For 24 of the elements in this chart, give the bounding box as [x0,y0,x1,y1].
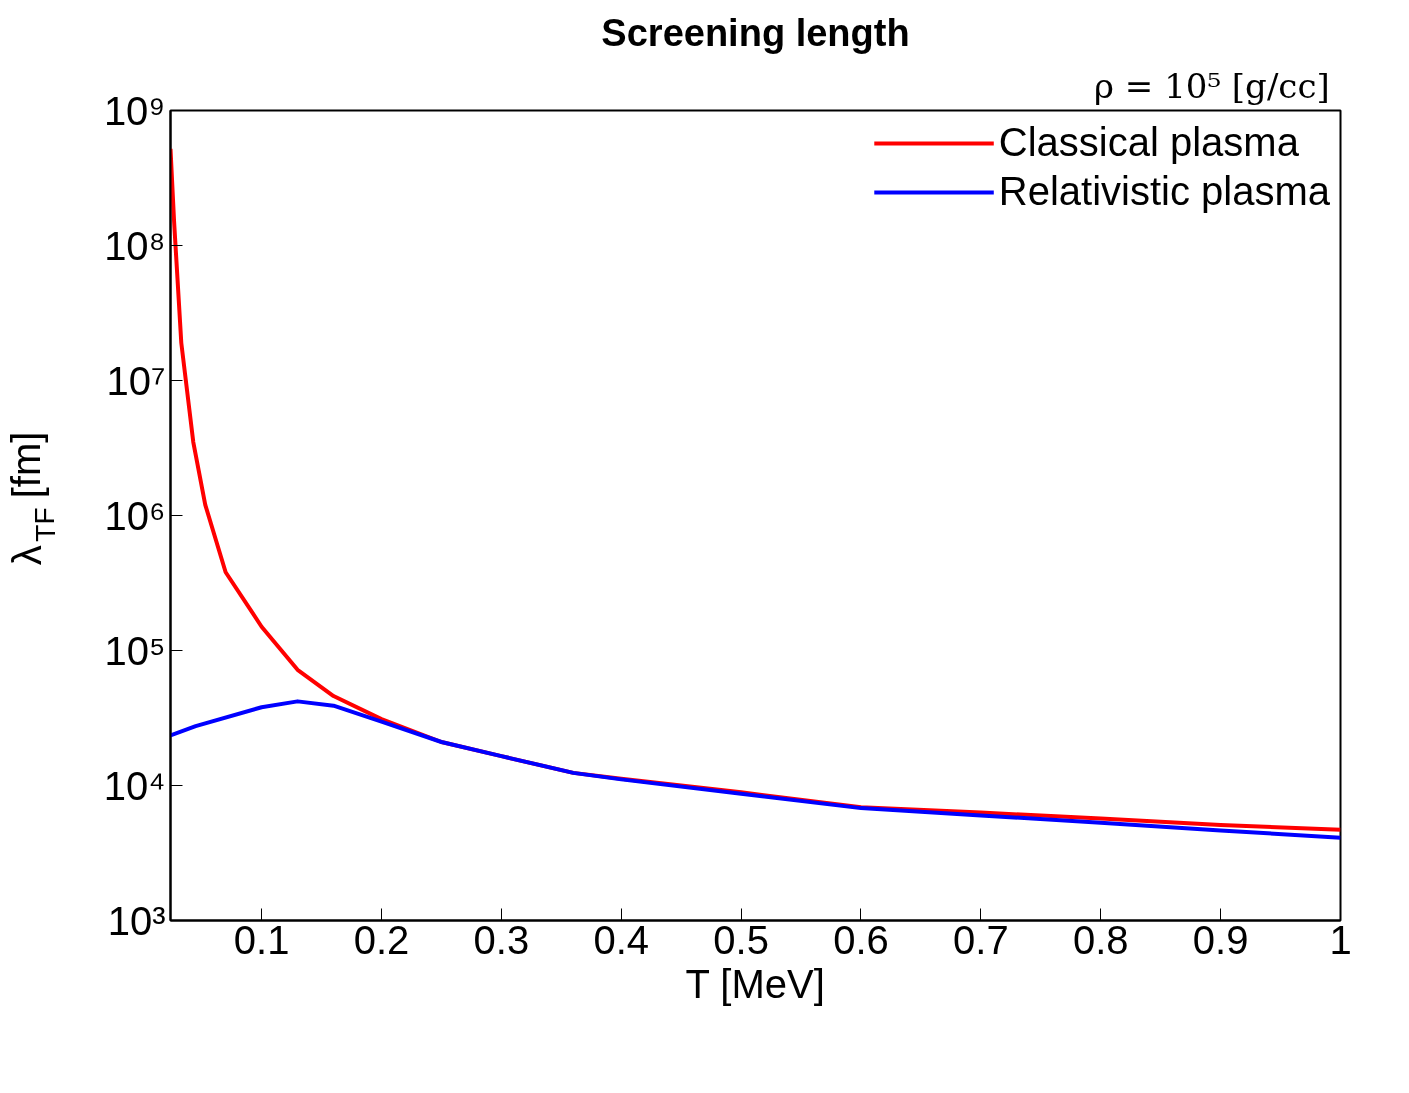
x-tick-label: 0.3 [473,917,530,962]
x-tick-label: 0.4 [593,917,650,962]
y-tick-label: 10⁵ [104,628,166,673]
x-tick-label: 0.5 [713,917,769,962]
x-axis-title: T [MeV] [685,961,825,1006]
y-tick-label: 10³ [107,898,166,943]
x-tick-label: 0.6 [833,917,889,962]
y-tick-label: 10⁷ [106,358,166,403]
y-tick-label: 10⁶ [104,493,166,538]
line-series [170,699,1341,840]
text: ρ = 10⁵ [g/cc] [1094,65,1330,106]
x-tick-label: 0.7 [953,917,1009,962]
x-tick-label: 0.1 [233,917,290,962]
y-tick-label: 10⁹ [103,88,166,133]
x-tick-label: 0.2 [353,917,410,962]
x-tick-label: 0.9 [1192,917,1249,962]
legend-label: Classical plasma [998,120,1299,165]
x-tick-label: 0.8 [1072,917,1129,962]
legend-label: Relativistic plasma [998,169,1330,214]
chart-title: Screening length [601,11,910,54]
y-tick-label: 10⁸ [104,223,166,268]
y-axis-title: λTF [fm] [4,431,61,566]
x-tick-label: 1 [1329,917,1352,962]
y-tick-label: 10⁴ [103,763,166,808]
